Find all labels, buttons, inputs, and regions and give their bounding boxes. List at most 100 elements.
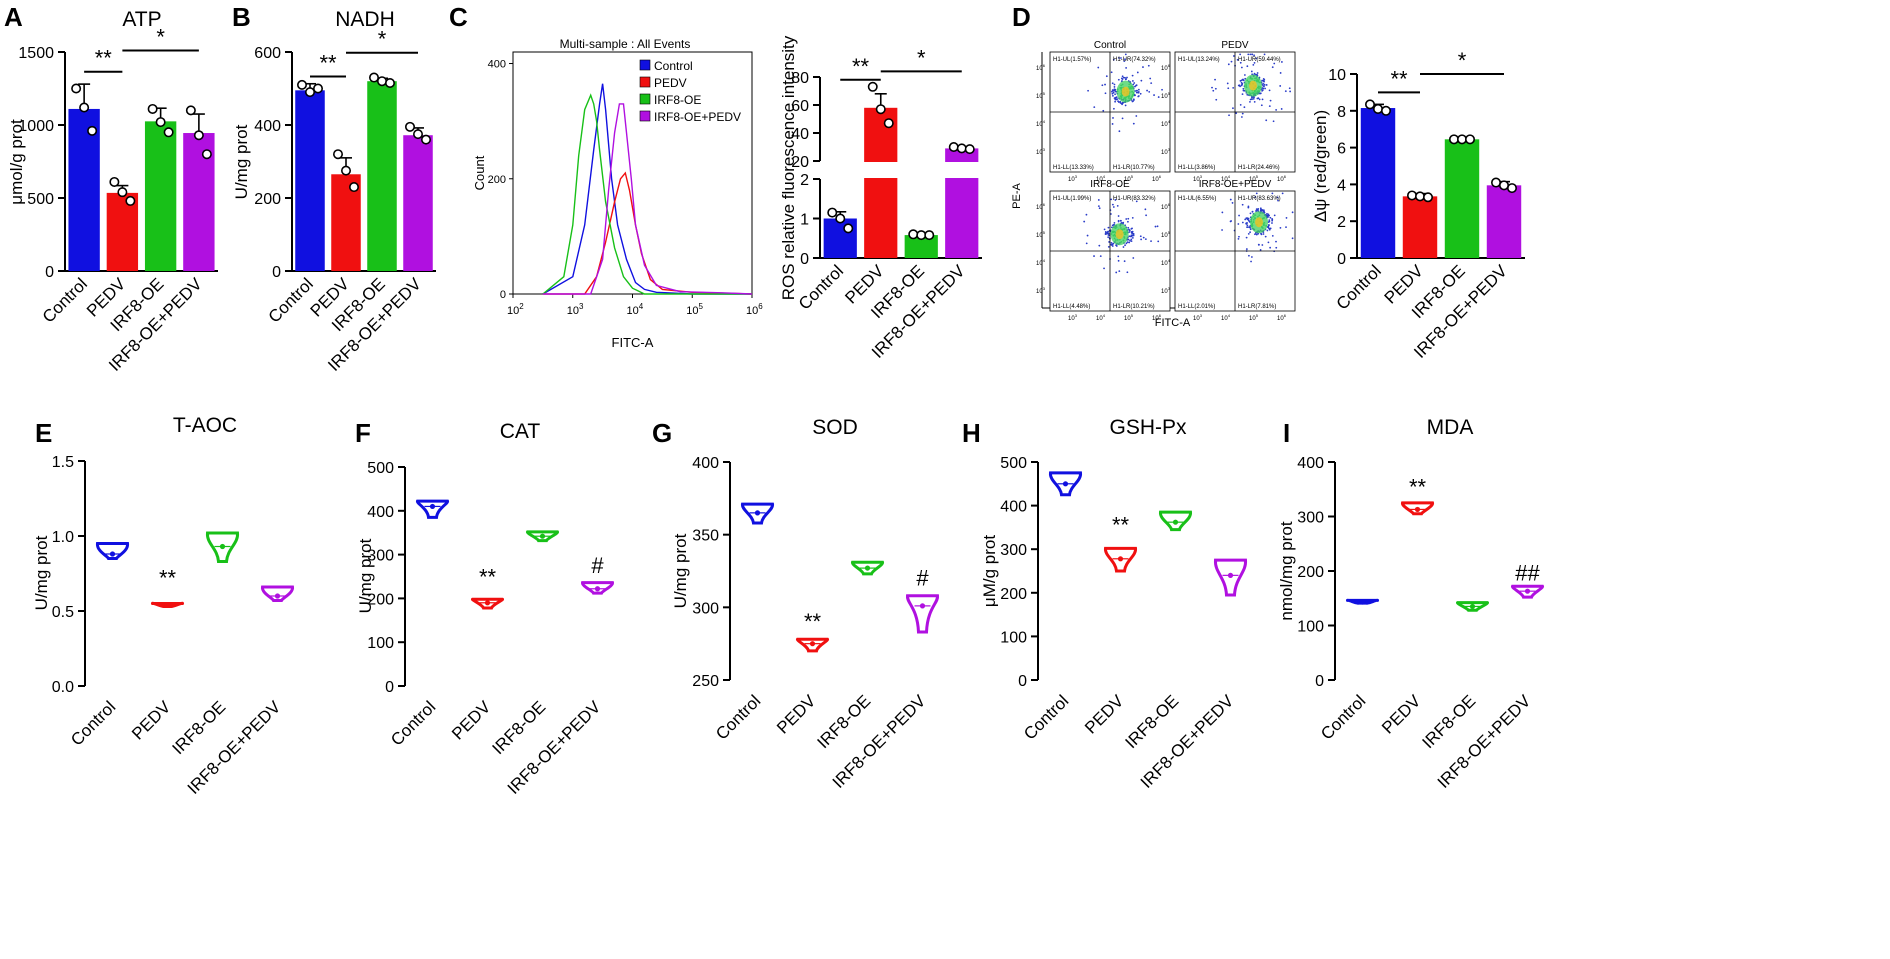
x-tick-exponent: 4: [639, 302, 644, 311]
event-dot: [1097, 199, 1100, 201]
event-dot: [1114, 93, 1116, 96]
x-tick-base: 10: [627, 305, 639, 317]
event-dot: [1112, 91, 1115, 94]
event-dot: [1083, 220, 1086, 223]
event-dot: [1127, 217, 1130, 220]
event-dot: [1264, 235, 1267, 238]
event-dot: [1253, 72, 1256, 75]
y-tick-label: 300: [1000, 542, 1027, 559]
quadrant-x-tick: 104: [1221, 313, 1231, 322]
x-tick-label: 106: [746, 302, 763, 317]
event-dot: [1103, 267, 1105, 270]
tick-exponent: 6: [1168, 202, 1171, 207]
event-dot: [1132, 98, 1135, 101]
tick-base: 10: [1036, 150, 1043, 156]
tick-base: 10: [1124, 177, 1131, 183]
event-dot: [1249, 228, 1252, 231]
event-dot: [1291, 211, 1294, 214]
quadrant-label-ll: H1-LL(3.86%): [1178, 165, 1215, 171]
bar: [1402, 196, 1438, 258]
data-point: [1381, 105, 1392, 116]
event-dot: [1117, 259, 1120, 262]
event-dot: [1137, 95, 1140, 98]
y-tick-label: 60: [791, 98, 809, 115]
quadrant-x-tick: 106: [1152, 313, 1162, 322]
event-dot: [1268, 105, 1271, 107]
event-dot: [1124, 104, 1127, 107]
event-dot: [1227, 87, 1230, 90]
data-point: [827, 207, 838, 218]
data-point: [956, 143, 967, 154]
y-tick-label: 0: [500, 289, 506, 301]
y-tick-label: 0: [272, 264, 281, 281]
event-dot: [1268, 219, 1271, 222]
event-dot: [1120, 221, 1123, 224]
event-dot: [1101, 84, 1104, 87]
quadrant-y-tick: 103: [1036, 147, 1046, 156]
tick-exponent: 3: [1075, 174, 1078, 179]
y-tick-label: 400: [692, 455, 719, 472]
y-tick-label: 0: [45, 264, 54, 281]
y-tick-label: 500: [367, 460, 394, 477]
event-dot: [1267, 213, 1270, 216]
tick-exponent: 4: [1043, 258, 1046, 263]
event-dot: [1113, 221, 1116, 224]
legend-swatch: [639, 76, 651, 88]
series-line: [542, 171, 753, 295]
event-dot: [1124, 78, 1127, 81]
median-point: [429, 503, 436, 510]
event-dot: [1142, 236, 1145, 239]
median-point: [809, 641, 816, 647]
data-point: [340, 165, 351, 176]
event-dot: [1285, 226, 1287, 229]
data-point: [125, 195, 136, 206]
x-tick-label: 102: [507, 302, 524, 317]
event-dot: [1237, 223, 1240, 225]
quadrant-y-tick: 104: [1036, 119, 1046, 128]
y-tick-label: 100: [367, 635, 394, 652]
chart-title: GSH-Px: [1109, 416, 1187, 439]
data-point: [1449, 134, 1460, 145]
event-dot: [1131, 216, 1134, 219]
event-dot: [1258, 243, 1260, 246]
event-dot: [1115, 271, 1118, 274]
y-tick-label: 200: [1000, 586, 1027, 603]
x-tick-label: IRF8-OE+PEDV: [184, 697, 285, 798]
density-peak: [1121, 86, 1130, 97]
event-dot: [1212, 89, 1215, 92]
x-tick-label: 104: [627, 302, 644, 317]
panel-label: E: [35, 418, 52, 448]
y-tick-label: 0.0: [52, 679, 74, 696]
y-axis-label: μmol/g prot: [7, 119, 26, 205]
event-dot: [1275, 109, 1278, 111]
event-dot: [1271, 222, 1273, 224]
quadrant-label-ur: H1-UR(83.63%): [1238, 196, 1281, 202]
legend-swatch: [639, 110, 651, 122]
tick-base: 10: [1096, 177, 1103, 183]
quadrant-label-lr: H1-LR(10.77%): [1113, 165, 1155, 171]
event-dot: [1241, 83, 1243, 86]
event-dot: [1269, 246, 1272, 249]
event-dot: [1093, 255, 1095, 257]
event-dot: [1239, 53, 1242, 56]
quadrant-x-tick: 103: [1068, 313, 1078, 322]
y-tick-label: 400: [254, 118, 281, 135]
event-dot: [1271, 66, 1274, 69]
chart-title: NADH: [335, 8, 395, 31]
event-dot: [1256, 97, 1259, 100]
event-dot: [1135, 115, 1138, 117]
tick-base: 10: [1161, 205, 1168, 211]
median-point: [1359, 599, 1366, 605]
event-dot: [1104, 83, 1106, 86]
tick-base: 10: [1036, 233, 1043, 239]
event-dot: [1112, 206, 1115, 208]
event-dot: [1269, 216, 1272, 219]
quadrant-x-tick: 106: [1277, 313, 1287, 322]
y-tick-label: 400: [1000, 499, 1027, 516]
quadrant-label-ll: H1-LL(13.33%): [1053, 165, 1094, 171]
event-dot: [1255, 192, 1258, 195]
median-point: [539, 533, 546, 539]
y-tick-label: 1000: [18, 118, 54, 135]
event-dot: [1113, 86, 1116, 88]
event-dot: [1232, 107, 1234, 110]
